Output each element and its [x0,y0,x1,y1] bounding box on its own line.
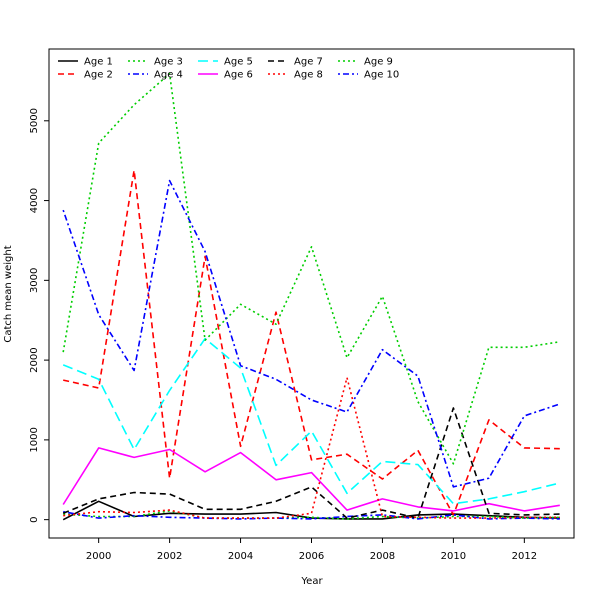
legend-entry: Age 1 [58,57,113,68]
legend-label: Age 5 [224,57,253,68]
y-tick-label: 0 [29,516,40,522]
series-line-1 [62,500,560,521]
series-line-5 [62,337,560,505]
legend-entry: Age 9 [338,57,393,68]
y-tick-label: 4000 [29,188,40,213]
x-tick-label: 2010 [441,551,466,562]
series-line-4 [63,510,560,520]
x-tick-label: 2002 [157,551,182,562]
x-tick-label: 2006 [299,551,324,562]
series-lines [62,72,561,521]
legend-label: Age 1 [84,57,113,68]
y-tick-label: 3000 [29,268,40,293]
legend-entry: Age 3 [128,57,183,68]
y-tick-label: 2000 [29,347,40,372]
legend-label: Age 6 [224,70,253,81]
legend-label: Age 8 [294,70,323,81]
series-line-6 [62,447,560,512]
y-tick-label: 1000 [29,427,40,452]
x-axis-label: Year [300,576,323,587]
y-tick-label: 5000 [29,108,40,133]
legend-label: Age 7 [294,57,323,68]
y-axis: 0 1000 2000 3000 4000 5000 [29,108,49,523]
legend-entry: Age 2 [58,70,113,81]
legend-label: Age 4 [154,70,183,81]
legend-entry: Age 7 [268,57,323,68]
legend-entry: Age 4 [128,70,183,81]
series-line-3 [63,510,560,520]
legend-label: Age 2 [84,70,113,81]
legend-label: Age 10 [364,70,399,81]
x-tick-label: 2008 [370,551,395,562]
x-tick-label: 2000 [86,551,111,562]
y-axis-label: Catch mean weight [3,245,14,342]
series-line-9 [62,72,560,465]
legend-label: Age 9 [364,57,393,68]
legend-entry: Age 6 [198,70,253,81]
x-tick-label: 2004 [228,551,253,562]
legend-entry: Age 10 [338,70,399,81]
legend-entry: Age 5 [198,57,253,68]
series-line-2 [63,169,560,516]
legend-label: Age 3 [154,57,183,68]
x-tick-label: 2012 [512,551,537,562]
legend: Age 1 Age 2 Age 3 Age 4 Age 5 Age 6 Age 7 Age 8… [58,57,399,81]
x-axis: 2000 2002 2004 2006 2008 2010 2012 [86,538,537,562]
legend-entry: Age 8 [268,70,323,81]
